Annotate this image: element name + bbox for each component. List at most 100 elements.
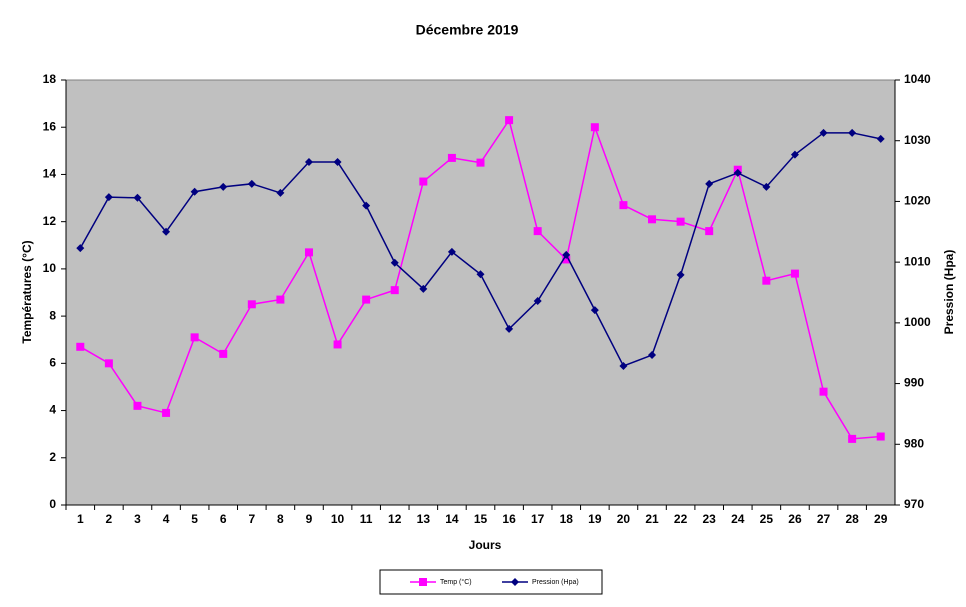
marker bbox=[590, 123, 599, 132]
marker bbox=[705, 179, 714, 188]
marker bbox=[104, 359, 113, 368]
y2-tick-label: 1040 bbox=[904, 72, 931, 86]
marker bbox=[162, 227, 171, 236]
marker bbox=[848, 434, 857, 443]
marker bbox=[762, 182, 771, 191]
marker bbox=[819, 128, 828, 137]
legend-marker bbox=[511, 578, 519, 586]
x-tick-label: 4 bbox=[163, 512, 170, 526]
marker bbox=[447, 153, 456, 162]
x-tick-label: 11 bbox=[360, 512, 373, 526]
plot-area bbox=[65, 79, 896, 506]
marker bbox=[219, 182, 228, 191]
y2-tick-label: 980 bbox=[904, 436, 924, 450]
x-tick-label: 12 bbox=[388, 512, 402, 526]
marker bbox=[333, 157, 342, 166]
x-tick-label: 22 bbox=[674, 512, 688, 526]
marker bbox=[733, 168, 742, 177]
x-tick-label: 8 bbox=[277, 512, 284, 526]
y2-tick-label: 1020 bbox=[904, 194, 931, 208]
legend-label: Temp (°C) bbox=[440, 578, 472, 586]
y-tick-label: 16 bbox=[43, 119, 57, 133]
y2-tick-label: 1000 bbox=[904, 315, 931, 329]
x-tick-label: 27 bbox=[817, 512, 831, 526]
marker bbox=[190, 333, 199, 342]
marker bbox=[247, 300, 256, 309]
x-tick-label: 6 bbox=[220, 512, 227, 526]
y2-tick-label: 1030 bbox=[904, 133, 931, 147]
y-tick-label: 2 bbox=[49, 450, 56, 464]
marker bbox=[76, 244, 85, 253]
marker bbox=[390, 258, 399, 267]
x-tick-label: 24 bbox=[731, 512, 745, 526]
x-tick-label: 29 bbox=[874, 512, 888, 526]
marker bbox=[819, 387, 828, 396]
marker bbox=[362, 295, 371, 304]
marker bbox=[590, 306, 599, 315]
marker bbox=[333, 340, 342, 349]
y-tick-label: 0 bbox=[49, 497, 56, 511]
marker bbox=[476, 270, 485, 279]
x-tick-label: 18 bbox=[560, 512, 574, 526]
marker bbox=[648, 351, 657, 360]
x-tick-label: 9 bbox=[306, 512, 313, 526]
marker bbox=[876, 134, 885, 143]
marker bbox=[533, 227, 542, 236]
marker bbox=[247, 179, 256, 188]
x-tick-label: 20 bbox=[617, 512, 631, 526]
x-tick-label: 21 bbox=[645, 512, 659, 526]
marker bbox=[133, 193, 142, 202]
marker bbox=[676, 270, 685, 279]
marker bbox=[419, 177, 428, 186]
y2-tick-label: 970 bbox=[904, 497, 924, 511]
y-tick-label: 8 bbox=[49, 308, 56, 322]
y-tick-label: 18 bbox=[43, 72, 57, 86]
x-tick-label: 25 bbox=[760, 512, 774, 526]
x-tick-label: 14 bbox=[445, 512, 459, 526]
x-tick-label: 3 bbox=[134, 512, 141, 526]
x-tick-label: 16 bbox=[502, 512, 516, 526]
marker bbox=[505, 324, 514, 333]
marker bbox=[676, 217, 685, 226]
legend-marker bbox=[419, 578, 427, 586]
marker bbox=[648, 215, 657, 224]
legend-label: Pression (Hpa) bbox=[532, 579, 579, 586]
y2-tick-label: 990 bbox=[904, 376, 924, 390]
x-tick-label: 23 bbox=[703, 512, 717, 526]
x-tick-label: 28 bbox=[845, 512, 859, 526]
marker bbox=[790, 269, 799, 278]
marker bbox=[276, 188, 285, 197]
marker bbox=[76, 342, 85, 351]
marker bbox=[304, 248, 313, 257]
marker bbox=[219, 349, 228, 358]
x-tick-label: 5 bbox=[191, 512, 198, 526]
marker bbox=[162, 408, 171, 417]
marker bbox=[133, 401, 142, 410]
marker bbox=[362, 201, 371, 210]
marker bbox=[533, 297, 542, 305]
y-tick-label: 12 bbox=[43, 214, 57, 228]
y-tick-label: 14 bbox=[43, 167, 57, 181]
marker bbox=[790, 150, 799, 159]
marker bbox=[104, 193, 113, 202]
x-tick-label: 2 bbox=[106, 512, 113, 526]
y-tick-label: 4 bbox=[49, 403, 56, 417]
marker bbox=[619, 361, 628, 370]
marker bbox=[390, 286, 399, 295]
y-tick-label: 6 bbox=[49, 356, 56, 370]
y2-tick-label: 1010 bbox=[904, 254, 931, 268]
marker bbox=[705, 227, 714, 236]
marker bbox=[848, 128, 857, 137]
marker bbox=[304, 157, 313, 166]
marker bbox=[419, 284, 428, 293]
x-axis-title: Jours bbox=[469, 538, 502, 552]
chart-title: Décembre 2019 bbox=[416, 22, 519, 38]
x-tick-label: 26 bbox=[788, 512, 802, 526]
y-tick-label: 10 bbox=[43, 261, 57, 275]
x-tick-label: 13 bbox=[417, 512, 431, 526]
y2-axis-title: Pression (Hpa) bbox=[942, 250, 956, 335]
marker bbox=[762, 276, 771, 285]
marker bbox=[447, 247, 456, 256]
